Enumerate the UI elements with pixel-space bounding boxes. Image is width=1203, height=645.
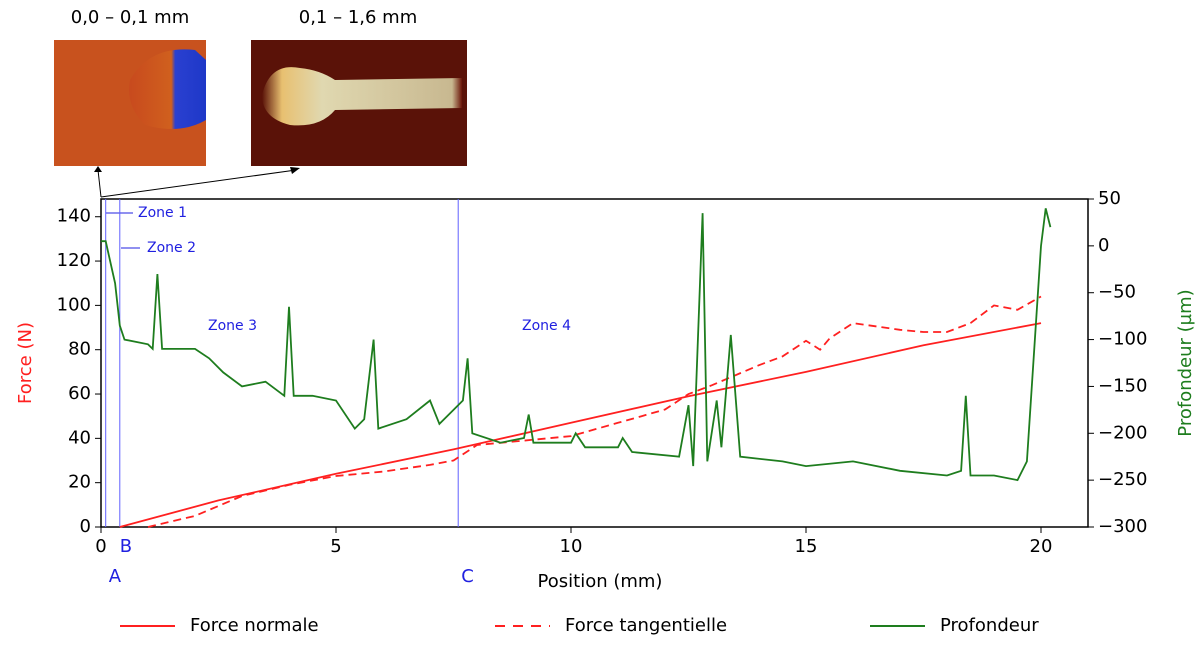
legend-label: Force normale — [190, 615, 319, 636]
y2-tick-label: −100 — [1098, 329, 1147, 350]
y-tick-label: 80 — [68, 339, 91, 360]
y2-axis-label: Profondeur (µm) — [1175, 289, 1196, 436]
zone-label: Zone 4 — [522, 318, 571, 334]
zone-label: Zone 1 — [138, 205, 187, 221]
y-tick-label: 100 — [57, 294, 91, 315]
plot-frame — [100, 198, 1089, 528]
marker-label: C — [461, 566, 474, 587]
arrow-head — [290, 167, 300, 174]
y-tick-label: 20 — [68, 472, 91, 493]
zone-label: Zone 2 — [147, 240, 196, 256]
y-tick-label: 60 — [68, 383, 91, 404]
x-tick-label: 20 — [1030, 536, 1053, 557]
marker-label: A — [109, 566, 122, 587]
y2-tick-label: −200 — [1098, 422, 1147, 443]
arrow — [97, 169, 102, 198]
y-tick-label: 0 — [80, 516, 91, 537]
x-tick-label: 0 — [95, 536, 106, 557]
x-tick-label: 15 — [795, 536, 818, 557]
y2-tick-label: −250 — [1098, 469, 1147, 490]
y2-tick-label: 50 — [1098, 188, 1121, 209]
y-tick-label: 40 — [68, 427, 91, 448]
arrow-head — [94, 166, 102, 172]
x-axis-label: Position (mm) — [538, 571, 663, 592]
series-line — [101, 208, 1052, 482]
x-tick-label: 10 — [560, 536, 583, 557]
image-caption: 0,0 – 0,1 mm — [71, 7, 190, 28]
series-line — [119, 322, 1042, 528]
y-axis-label: Force (N) — [15, 322, 36, 404]
marker-label: B — [120, 536, 132, 557]
y2-tick-label: −150 — [1098, 375, 1147, 396]
legend-label: Profondeur — [940, 615, 1039, 636]
series-line — [147, 295, 1042, 528]
image-caption: 0,1 – 1,6 mm — [299, 7, 418, 28]
y-tick-label: 140 — [57, 206, 91, 227]
wear-track — [262, 67, 462, 126]
arrow — [100, 169, 297, 198]
zone-label: Zone 3 — [208, 318, 257, 334]
y2-tick-label: −300 — [1098, 516, 1147, 537]
y-tick-label: 120 — [57, 250, 91, 271]
x-tick-label: 5 — [330, 536, 341, 557]
legend-label: Force tangentielle — [565, 615, 727, 636]
worn-region — [129, 49, 206, 129]
y2-tick-label: 0 — [1098, 235, 1109, 256]
y2-tick-label: −50 — [1098, 282, 1136, 303]
